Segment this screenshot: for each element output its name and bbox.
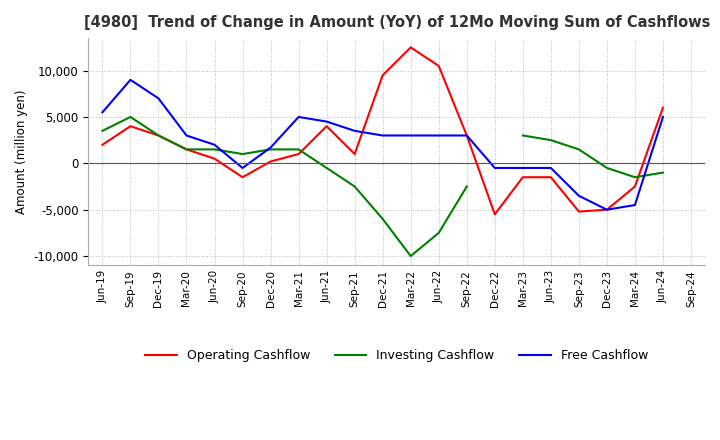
Operating Cashflow [462,133,471,138]
Title: [4980]  Trend of Change in Amount (YoY) of 12Mo Moving Sum of Cashflows: [4980] Trend of Change in Amount (YoY) o… [84,15,710,30]
Operating Cashflow [323,124,331,129]
Operating Cashflow [659,105,667,110]
Free Cashflow [126,77,135,82]
Free Cashflow [631,202,639,208]
Free Cashflow [546,165,555,171]
Line: Investing Cashflow: Investing Cashflow [102,117,467,256]
Operating Cashflow [266,159,275,164]
Free Cashflow [323,119,331,124]
Operating Cashflow [294,151,303,157]
Investing Cashflow [266,147,275,152]
Y-axis label: Amount (million yen): Amount (million yen) [15,89,28,214]
Free Cashflow [518,165,527,171]
Free Cashflow [238,165,247,171]
Free Cashflow [462,133,471,138]
Investing Cashflow [323,165,331,171]
Free Cashflow [98,110,107,115]
Operating Cashflow [126,124,135,129]
Line: Operating Cashflow: Operating Cashflow [102,48,663,214]
Operating Cashflow [351,151,359,157]
Free Cashflow [351,128,359,133]
Investing Cashflow [210,147,219,152]
Free Cashflow [603,207,611,213]
Operating Cashflow [490,212,499,217]
Investing Cashflow [98,128,107,133]
Operating Cashflow [631,184,639,189]
Line: Free Cashflow: Free Cashflow [102,80,663,210]
Investing Cashflow [294,147,303,152]
Investing Cashflow [238,151,247,157]
Operating Cashflow [434,63,443,69]
Free Cashflow [379,133,387,138]
Free Cashflow [266,145,275,150]
Investing Cashflow [462,184,471,189]
Investing Cashflow [434,230,443,235]
Operating Cashflow [518,175,527,180]
Free Cashflow [210,142,219,147]
Free Cashflow [490,165,499,171]
Investing Cashflow [351,184,359,189]
Legend: Operating Cashflow, Investing Cashflow, Free Cashflow: Operating Cashflow, Investing Cashflow, … [140,344,653,367]
Operating Cashflow [379,73,387,78]
Free Cashflow [659,114,667,120]
Operating Cashflow [575,209,583,214]
Operating Cashflow [210,156,219,161]
Free Cashflow [294,114,303,120]
Free Cashflow [575,193,583,198]
Investing Cashflow [182,147,191,152]
Free Cashflow [434,133,443,138]
Free Cashflow [406,133,415,138]
Operating Cashflow [238,175,247,180]
Free Cashflow [182,133,191,138]
Operating Cashflow [154,133,163,138]
Free Cashflow [154,96,163,101]
Investing Cashflow [126,114,135,120]
Operating Cashflow [182,147,191,152]
Investing Cashflow [379,216,387,222]
Operating Cashflow [603,207,611,213]
Operating Cashflow [406,45,415,50]
Operating Cashflow [98,142,107,147]
Investing Cashflow [154,133,163,138]
Investing Cashflow [406,253,415,259]
Operating Cashflow [546,175,555,180]
